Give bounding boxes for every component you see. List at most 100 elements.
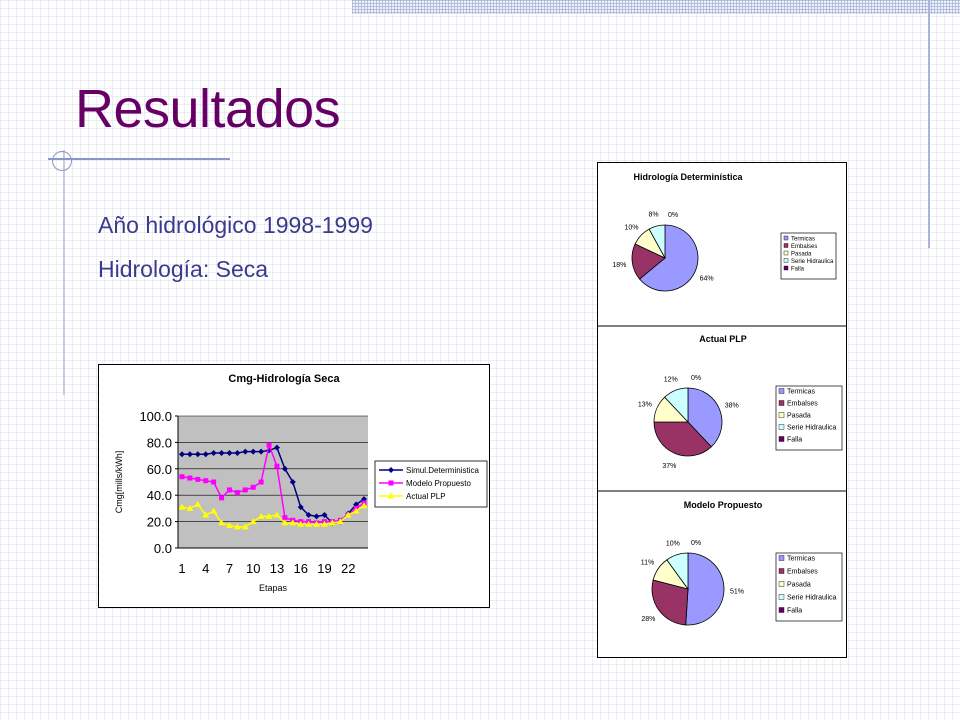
pie-legend-swatch xyxy=(783,243,789,248)
data-point xyxy=(210,507,218,514)
data-point xyxy=(273,511,281,518)
series-actual-plp xyxy=(178,500,368,530)
pie-title: Actual PLP xyxy=(699,334,747,344)
subtitle-hydrology: Hidrología: Seca xyxy=(98,256,269,282)
y-tick-label: 100.0 xyxy=(139,409,172,424)
data-point xyxy=(202,511,210,518)
pie-slice-label: 18% xyxy=(612,262,626,269)
y-tick-label: 60.0 xyxy=(147,462,172,477)
data-point xyxy=(281,465,288,472)
pie-slice-label: 28% xyxy=(641,616,655,623)
legend-label: Simul.Deterministica xyxy=(406,466,479,475)
data-point xyxy=(225,522,233,529)
pie-legend-swatch xyxy=(778,594,785,600)
decorative-circle-icon xyxy=(52,151,72,171)
data-point xyxy=(258,479,264,485)
x-axis-title: Etapas xyxy=(259,583,288,593)
pie-legend-swatch xyxy=(778,388,785,394)
pie-legend-swatch xyxy=(778,424,785,430)
data-point xyxy=(328,519,336,526)
pie-slice xyxy=(666,552,689,591)
data-point xyxy=(297,504,304,511)
data-point xyxy=(274,463,280,469)
data-point xyxy=(289,519,297,526)
pie-legend-swatch xyxy=(778,568,785,574)
legend-label: Modelo Propuesto xyxy=(406,479,471,488)
data-point xyxy=(305,520,313,527)
pie-slice xyxy=(687,387,723,448)
data-point xyxy=(360,502,368,509)
pie-slice-label: 51% xyxy=(730,589,744,596)
pie-legend-swatch xyxy=(783,258,789,263)
pie-panel-3: Modelo Propuesto 51% 28% 11% 10% 0% Termicas Em… xyxy=(598,490,846,626)
legend-label: Actual PLP xyxy=(406,492,446,501)
pie-legend-swatch xyxy=(778,400,785,406)
pie-slice xyxy=(664,387,689,424)
data-point xyxy=(178,451,185,458)
pie-legend-label: Falla xyxy=(787,608,802,615)
y-tick-label: 0.0 xyxy=(154,541,172,556)
pie-slice-label: 0% xyxy=(691,540,701,547)
x-tick-label: 16 xyxy=(293,561,307,576)
pie-legend-label: Termicas xyxy=(791,237,815,243)
pie-legend-swatch xyxy=(778,581,785,587)
data-point xyxy=(242,487,248,493)
data-point xyxy=(265,512,273,519)
y-tick-label: 40.0 xyxy=(147,488,172,503)
data-point xyxy=(242,448,249,455)
pie-slice-label: 8% xyxy=(648,211,658,218)
pie-legend-swatch xyxy=(778,412,785,418)
data-point xyxy=(313,520,321,527)
line-chart-title: Cmg-Hidrología Seca xyxy=(228,373,340,385)
pie-legend-label: Falla xyxy=(787,437,802,444)
legend-box xyxy=(374,460,488,508)
data-point xyxy=(234,490,240,496)
data-point xyxy=(321,512,328,518)
data-point xyxy=(226,449,233,456)
decorative-vertical-line xyxy=(928,0,930,248)
pie-legend-swatch xyxy=(783,250,789,256)
data-point xyxy=(210,449,217,456)
pie-chart-stack: Hidrología Determinística 64% 18% 10% 8% 0% Te… xyxy=(597,162,847,658)
pie-legend-label: Serie Hidraulica xyxy=(791,259,834,265)
data-point xyxy=(178,503,186,510)
pie-legend-box xyxy=(775,385,843,451)
pie-legend-label: Pasada xyxy=(791,252,812,258)
pie-legend-label: Pasada xyxy=(787,582,811,589)
pie-slice xyxy=(639,224,699,292)
data-point xyxy=(305,512,312,518)
pie-legend-swatch xyxy=(778,436,785,442)
data-point xyxy=(249,518,257,525)
x-tick-label: 4 xyxy=(202,561,209,576)
x-tick-label: 10 xyxy=(246,561,260,576)
pie-slice-label: 37% xyxy=(662,463,676,470)
x-tick-label: 1 xyxy=(178,561,185,576)
pie-slice-label: 11% xyxy=(641,559,655,566)
pie-slice-label: 0% xyxy=(668,212,678,219)
pie-legend-label: Termicas xyxy=(787,556,816,563)
data-point xyxy=(388,467,394,473)
line-chart-container: Cmg-Hidrología Seca 0.0 20.0 40.0 60.0 80.0 10… xyxy=(98,364,490,608)
data-point xyxy=(352,507,360,514)
pie-legend-label: Termicas xyxy=(787,389,816,396)
data-point xyxy=(187,475,193,481)
subtitle-year: Año hidrológico 1998-1999 xyxy=(98,212,373,238)
x-tick-label: 7 xyxy=(226,561,233,576)
data-point xyxy=(211,479,217,485)
pie-charts: Hidrología Determinística 64% 18% 10% 8% 0% Te… xyxy=(598,172,846,626)
data-point xyxy=(218,449,225,456)
data-point xyxy=(241,523,249,530)
y-tick-label: 80.0 xyxy=(147,435,172,450)
pie-panel-1: Hidrología Determinística 64% 18% 10% 8% 0% Te… xyxy=(612,172,837,292)
y-axis-title: Cmg[mills/kWh] xyxy=(114,451,124,514)
data-point xyxy=(344,511,352,518)
pie-legend-label: Pasada xyxy=(787,413,811,420)
data-point xyxy=(258,448,265,455)
pie-legend-label: Embalses xyxy=(791,244,817,250)
data-point xyxy=(233,523,241,530)
pie-legend-swatch xyxy=(778,607,785,613)
pie-legend-swatch xyxy=(783,235,789,241)
pie-slice xyxy=(648,224,666,259)
data-point xyxy=(387,492,395,499)
data-point xyxy=(219,495,225,501)
